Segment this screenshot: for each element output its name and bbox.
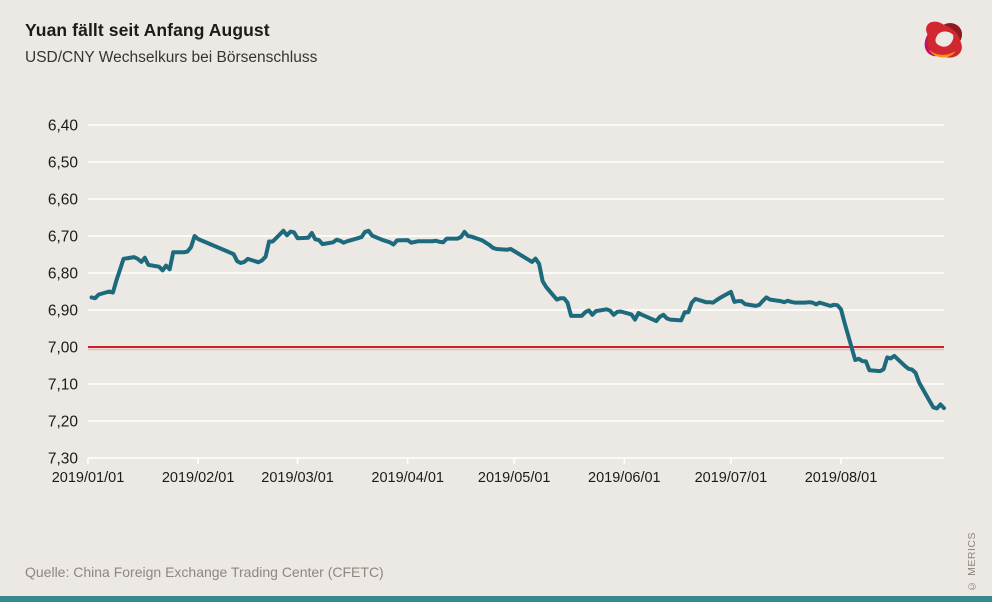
merics-logo [914, 12, 972, 70]
x-tick-label: 2019/06/01 [588, 470, 661, 486]
y-tick-label: 7,10 [48, 377, 79, 394]
copyright-note: © MERICS [966, 532, 978, 592]
y-tick-label: 6,90 [48, 303, 79, 320]
y-tick-label: 6,60 [48, 192, 79, 209]
page-subtitle: USD/CNY Wechselkurs bei Börsenschluss [25, 49, 318, 66]
x-tick-label: 2019/07/01 [695, 470, 768, 486]
merics-logo-icon [924, 21, 963, 58]
y-tick-label: 6,40 [48, 118, 79, 135]
x-tick-label: 2019/05/01 [478, 470, 551, 486]
y-tick-label: 6,70 [48, 229, 79, 246]
y-tick-label: 7,30 [48, 451, 79, 468]
y-tick-label: 6,80 [48, 266, 79, 283]
y-tick-label: 7,00 [48, 340, 79, 357]
bottom-accent-bar [0, 596, 992, 602]
x-tick-label: 2019/03/01 [261, 470, 334, 486]
page-title: Yuan fällt seit Anfang August [25, 20, 270, 40]
x-tick-label: 2019/08/01 [805, 470, 878, 486]
y-tick-label: 7,20 [48, 414, 79, 431]
y-tick-label: 6,50 [48, 155, 79, 172]
exchange-rate-line [89, 228, 946, 411]
x-tick-label: 2019/01/01 [52, 470, 125, 486]
x-tick-label: 2019/04/01 [371, 470, 444, 486]
source-note: Quelle: China Foreign Exchange Trading C… [25, 564, 384, 580]
x-tick-label: 2019/02/01 [162, 470, 235, 486]
